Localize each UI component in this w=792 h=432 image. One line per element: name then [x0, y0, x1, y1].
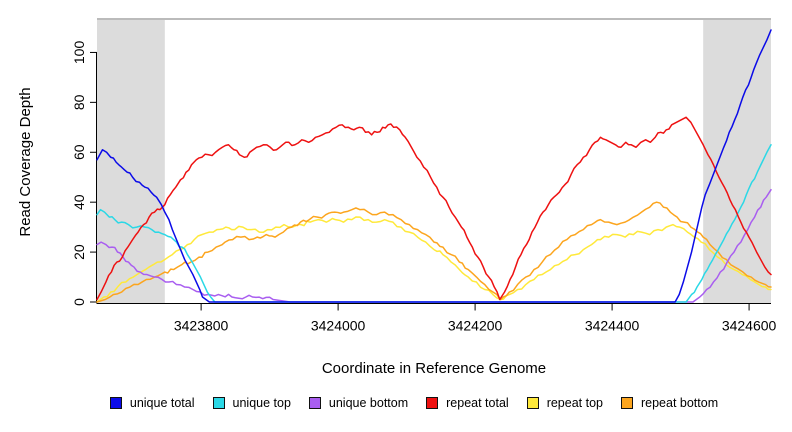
legend-item: repeat bottom [620, 396, 719, 410]
legend-label: unique top [232, 396, 291, 410]
legend-item: unique total [109, 396, 195, 410]
legend-swatch [426, 397, 439, 409]
x-axis-title: Coordinate in Reference Genome [322, 360, 546, 377]
x-tick-label: 3424600 [722, 318, 777, 334]
legend-item: unique top [212, 396, 291, 410]
y-tick-label: 20 [71, 244, 87, 260]
shaded-regions [97, 20, 771, 304]
legend-item: repeat top [526, 396, 603, 410]
plot-area: 0 20 40 60 80 100 3423800 3424000 3424200 3424400… [17, 18, 777, 377]
legend-item: repeat total [426, 396, 509, 410]
legend-label: unique bottom [328, 396, 409, 410]
legend-swatch [308, 397, 321, 409]
series-line-repeat-total [96, 116, 772, 301]
x-tick-label: 3424200 [448, 318, 503, 334]
series-line-repeat-bottom [96, 201, 772, 303]
legend-swatch [109, 397, 122, 409]
y-tick-label: 80 [71, 94, 87, 110]
legend-item: unique bottom [308, 396, 409, 410]
legend-swatch [620, 397, 633, 409]
series-line-unique-top [96, 144, 772, 303]
left-shaded-region [97, 20, 165, 304]
x-tick-label: 3423800 [174, 318, 229, 334]
y-tick-label: 0 [71, 298, 87, 306]
y-tick-label: 40 [71, 194, 87, 210]
legend-swatch [526, 397, 539, 409]
axes: 0 20 40 60 80 100 3423800 3424000 3424200 3424400… [71, 18, 777, 334]
legend-label: repeat total [446, 396, 509, 410]
legend-label: repeat top [546, 396, 603, 410]
data-series [96, 29, 772, 303]
y-tick-label: 100 [71, 41, 87, 65]
y-tick-label: 60 [71, 144, 87, 160]
x-tick-label: 3424400 [585, 318, 640, 334]
legend-label: repeat bottom [640, 396, 719, 410]
y-axis-title: Read Coverage Depth [17, 87, 34, 236]
legend-swatch [212, 397, 225, 409]
series-line-unique-total [96, 29, 772, 303]
legend-label: unique total [129, 396, 195, 410]
legend: unique total unique top unique bottom repea… [0, 396, 792, 410]
x-tick-label: 3424000 [311, 318, 366, 334]
series-line-repeat-top [96, 216, 772, 303]
